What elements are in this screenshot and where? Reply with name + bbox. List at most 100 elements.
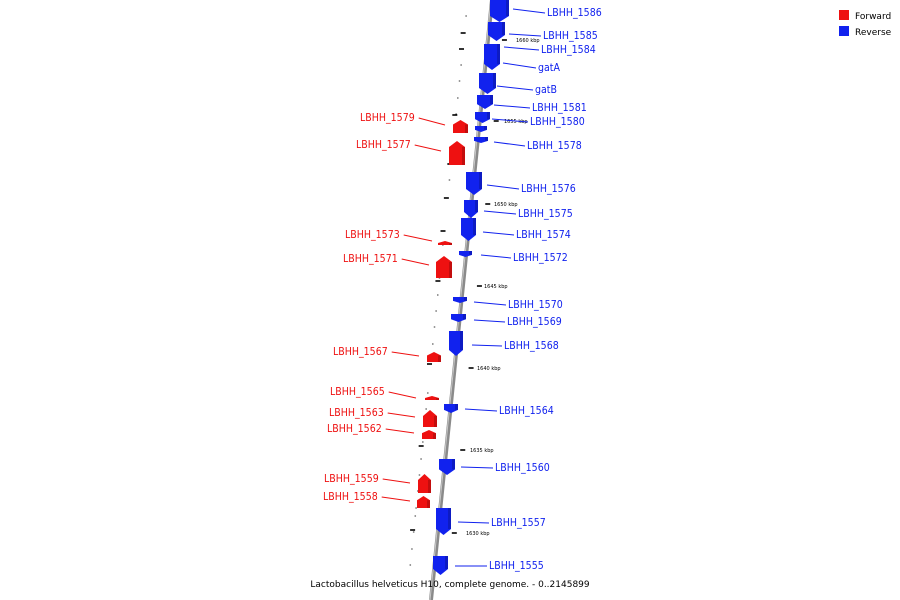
gene-arrow-shade: [448, 508, 451, 529]
gene-arrow[interactable]: [461, 218, 476, 241]
gene-label[interactable]: LBHH_1573: [345, 229, 400, 241]
gene-lbhh_1568[interactable]: LBHH_1568: [449, 331, 559, 356]
gene-arrow[interactable]: [439, 459, 455, 475]
gene-lbhh_1558[interactable]: LBHH_1558: [323, 491, 430, 508]
gene-arrow[interactable]: [477, 95, 493, 109]
gene-lbhh_1572[interactable]: LBHH_1572: [459, 251, 568, 264]
gene-leader-line: [496, 85, 534, 91]
gene-arrow[interactable]: [474, 137, 488, 143]
gene-leader-line: [512, 8, 546, 14]
gene-arrow[interactable]: [490, 0, 509, 22]
gene-label[interactable]: LBHH_1572: [513, 252, 568, 264]
gene-arrow[interactable]: [453, 120, 468, 133]
gene-arrow[interactable]: [451, 314, 466, 322]
gene-label[interactable]: LBHH_1577: [356, 139, 411, 151]
gene-lbhh_1555[interactable]: LBHH_1555: [433, 556, 544, 575]
gene-lbhh_1562[interactable]: LBHH_1562: [327, 423, 436, 439]
gene-arrow[interactable]: [418, 474, 431, 493]
gene-lbhh_1559[interactable]: LBHH_1559: [324, 473, 431, 493]
gene-label[interactable]: LBHH_1581: [532, 102, 587, 114]
gene-label[interactable]: LBHH_1559: [324, 473, 379, 485]
gene-label[interactable]: LBHH_1584: [541, 44, 596, 56]
gene-leader-line: [471, 344, 503, 347]
gene-label[interactable]: LBHH_1585: [543, 30, 598, 42]
gene-label[interactable]: LBHH_1579: [360, 112, 415, 124]
gene-arrow[interactable]: [453, 297, 467, 303]
gene-arrow[interactable]: [438, 241, 452, 245]
gene-leader-line: [388, 391, 417, 399]
gene-lbhh_1585[interactable]: LBHH_1585: [488, 22, 598, 42]
gene-arrow[interactable]: [444, 404, 458, 413]
gene-leader-line: [483, 210, 517, 215]
gene-arrow-shade: [445, 556, 448, 569]
gene-lbhh_1565[interactable]: LBHH_1565: [330, 386, 439, 400]
gene-label[interactable]: LBHH_1578: [527, 140, 582, 152]
gene-arrow[interactable]: [422, 430, 436, 439]
gene-arrow[interactable]: [464, 200, 478, 218]
gene-label[interactable]: LBHH_1557: [491, 517, 546, 529]
gene-leader-line: [480, 254, 512, 259]
gene-label[interactable]: LBHH_1560: [495, 462, 550, 474]
gene-label[interactable]: LBHH_1580: [530, 116, 585, 128]
gene-label[interactable]: LBHH_1562: [327, 423, 382, 435]
gene-arrow[interactable]: [423, 410, 437, 427]
gene-lbhh_1567[interactable]: LBHH_1567: [333, 346, 441, 362]
kbp-label: 1655 kbp: [504, 119, 528, 125]
gene-lbhh_1578[interactable]: LBHH_1578: [474, 137, 582, 152]
gene-arrow[interactable]: [427, 352, 441, 362]
gene-label[interactable]: LBHH_1570: [508, 299, 563, 311]
gene-arrow[interactable]: [479, 73, 496, 94]
gene-arrow[interactable]: [475, 126, 487, 132]
gene-label[interactable]: LBHH_1568: [504, 340, 559, 352]
gene-label[interactable]: LBHH_1576: [521, 183, 576, 195]
gene-lbhh_1570[interactable]: LBHH_1570: [453, 297, 563, 311]
gene-arrow[interactable]: [433, 556, 448, 575]
gene-lbhh_1580[interactable]: LBHH_1580: [475, 116, 585, 132]
gene-label[interactable]: LBHH_1565: [330, 386, 385, 398]
gene-arrow[interactable]: [449, 331, 463, 356]
gene-arrow[interactable]: [425, 396, 439, 400]
gene-lbhh_1575[interactable]: LBHH_1575: [464, 200, 573, 220]
gene-label[interactable]: LBHH_1575: [518, 208, 573, 220]
gene-arrow[interactable]: [459, 251, 472, 257]
gene-label[interactable]: LBHH_1567: [333, 346, 388, 358]
gene-lbhh_1557[interactable]: LBHH_1557: [436, 508, 546, 535]
gene-arrow[interactable]: [488, 22, 505, 41]
gene-lbhh_1563[interactable]: LBHH_1563: [329, 407, 437, 427]
gene-label[interactable]: gatB: [535, 84, 557, 96]
gene-label[interactable]: LBHH_1586: [547, 7, 602, 19]
gene-lbhh_1574[interactable]: LBHH_1574: [461, 218, 571, 241]
gene-arrow[interactable]: [449, 141, 465, 165]
gene-arrow[interactable]: [475, 112, 490, 123]
gene-label[interactable]: LBHH_1563: [329, 407, 384, 419]
gene-lbhh_1573[interactable]: LBHH_1573: [345, 229, 452, 245]
gene-label[interactable]: LBHH_1569: [507, 316, 562, 328]
gene-label[interactable]: LBHH_1555: [489, 560, 544, 572]
gene-arrow[interactable]: [436, 508, 451, 535]
gene-lbhh_1564[interactable]: LBHH_1564: [444, 404, 554, 417]
gene-lbhh_1584[interactable]: LBHH_1584: [484, 44, 596, 70]
gene-lbhh_1569[interactable]: LBHH_1569: [451, 314, 562, 328]
gene-label[interactable]: LBHH_1558: [323, 491, 378, 503]
gene-arrow[interactable]: [417, 496, 430, 508]
gene-label[interactable]: LBHH_1564: [499, 405, 554, 417]
gene-arrow[interactable]: [436, 256, 452, 278]
gene-arrow[interactable]: [466, 172, 482, 195]
gene-label[interactable]: gatA: [538, 62, 560, 74]
gene-leader-line: [473, 319, 506, 323]
gene-lbhh_1576[interactable]: LBHH_1576: [466, 172, 576, 195]
gene-lbhh_1571[interactable]: LBHH_1571: [343, 253, 452, 278]
gene-lbhh_1577[interactable]: LBHH_1577: [356, 139, 465, 165]
gene-lbhh_1579[interactable]: LBHH_1579: [360, 112, 468, 133]
gene-arrow[interactable]: [484, 44, 500, 70]
gene-arrow-shade: [462, 147, 465, 165]
gene-label[interactable]: LBHH_1571: [343, 253, 398, 265]
gene-gatb[interactable]: gatB: [477, 84, 557, 109]
gene-arrow-shade: [473, 218, 476, 235]
gene-lbhh_1560[interactable]: LBHH_1560: [439, 459, 550, 475]
gene-lbhh_1586[interactable]: LBHH_1586: [490, 0, 602, 22]
gene-lbhh_1581[interactable]: LBHH_1581: [475, 102, 587, 123]
gene-label[interactable]: LBHH_1574: [516, 229, 571, 241]
gene-gata[interactable]: gatA: [479, 62, 560, 94]
